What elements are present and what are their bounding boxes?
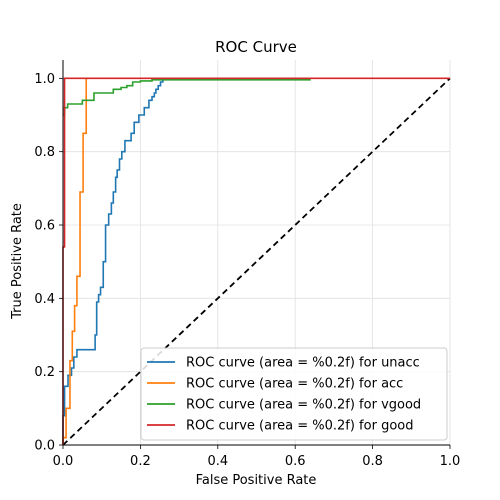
- legend-label: ROC curve (area = %0.2f) for good: [186, 419, 413, 434]
- y-tick-label: 0.8: [34, 145, 55, 160]
- series-line-2: [63, 79, 311, 116]
- y-tick-label: 0.0: [34, 439, 55, 454]
- chart-title: ROC Curve: [215, 38, 297, 56]
- reference-line-group: [62, 77, 451, 446]
- y-axis-label: True Positive Rate: [10, 203, 25, 320]
- y-tick-label: 0.6: [34, 219, 55, 234]
- legend-label: ROC curve (area = %0.2f) for vgood: [186, 398, 421, 413]
- y-tick-label: 0.2: [34, 365, 55, 380]
- x-tick-label: 1.0: [440, 454, 461, 469]
- y-tick-label: 1.0: [34, 72, 55, 87]
- x-tick-label: 0.4: [207, 454, 228, 469]
- legend-label: ROC curve (area = %0.2f) for acc: [186, 377, 403, 392]
- y-tick-label: 0.4: [34, 292, 55, 307]
- ticks: 0.0 0.2 0.4 0.6 0.8 1.0 0.0 0.2 0.4 0.6 0.8 1.0: [34, 72, 460, 469]
- x-tick-label: 0.6: [285, 454, 306, 469]
- x-tick-label: 0.2: [130, 454, 151, 469]
- series-line-1: [62, 78, 88, 445]
- x-tick-label: 0.0: [53, 454, 74, 469]
- legend-label: ROC curve (area = %0.2f) for unacc: [186, 356, 420, 371]
- legend: ROC curve (area = %0.2f) for unacc ROC cu…: [140, 347, 448, 441]
- chance-reference-line: [62, 77, 451, 446]
- x-axis-label: False Positive Rate: [196, 473, 317, 488]
- legend-box: [140, 347, 448, 441]
- axes: [62, 60, 450, 446]
- series-line-0: [62, 77, 311, 445]
- x-tick-label: 0.8: [362, 454, 383, 469]
